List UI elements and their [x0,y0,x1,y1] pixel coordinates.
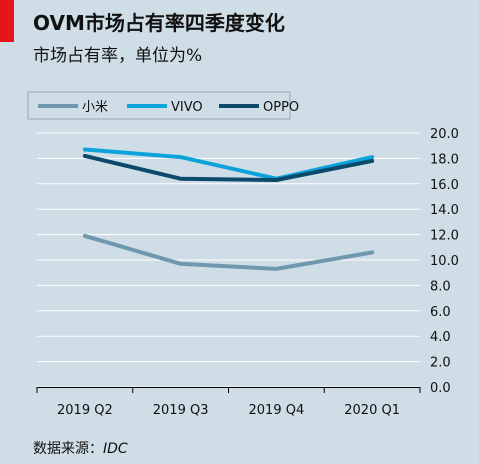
y-tick-label: 8.0 [430,279,451,294]
legend: 小米 VIVO OPPO [27,91,299,120]
series-line [82,147,375,181]
y-tick-label: 0.0 [430,381,451,396]
grid-lines [37,132,420,388]
series-lines [82,147,375,271]
x-tick-label: 2019 Q3 [153,403,209,418]
accent-bar [0,0,14,42]
y-tick-label: 4.0 [430,330,451,345]
source-name: IDC [103,441,128,457]
series-line [82,233,375,271]
series-line [82,153,375,182]
y-tick-label: 10.0 [430,254,459,269]
legend-label: VIVO [171,100,203,115]
y-tick-label: 16.0 [430,178,459,193]
chart-subtitle: 市场占有率，单位为% [33,46,203,66]
x-axis-ticks: 2019 Q2 2019 Q3 2019 Q4 2020 Q1 [36,387,421,418]
legend-label: 小米 [82,100,108,115]
y-tick-label: 12.0 [430,229,459,244]
x-tick-label: 2019 Q4 [249,403,305,418]
source-note: 数据来源：IDC [33,438,128,458]
y-tick-label: 14.0 [430,203,459,218]
y-tick-label: 18.0 [430,152,459,167]
x-tick-label: 2020 Q1 [344,403,400,418]
y-tick-label: 20.0 [430,127,459,142]
y-tick-label: 2.0 [430,356,451,371]
legend-label: OPPO [263,100,299,115]
legend-box [27,91,291,120]
source-label: 数据来源： [33,441,103,457]
chart-title: OVM市场占有率四季度变化 [33,11,285,35]
x-tick-label: 2019 Q2 [57,403,113,418]
y-tick-label: 6.0 [430,305,451,320]
y-axis-ticks: 0.0 2.0 4.0 6.0 8.0 10.0 12.0 14.0 16.0 18.0 20.0 [430,127,459,396]
